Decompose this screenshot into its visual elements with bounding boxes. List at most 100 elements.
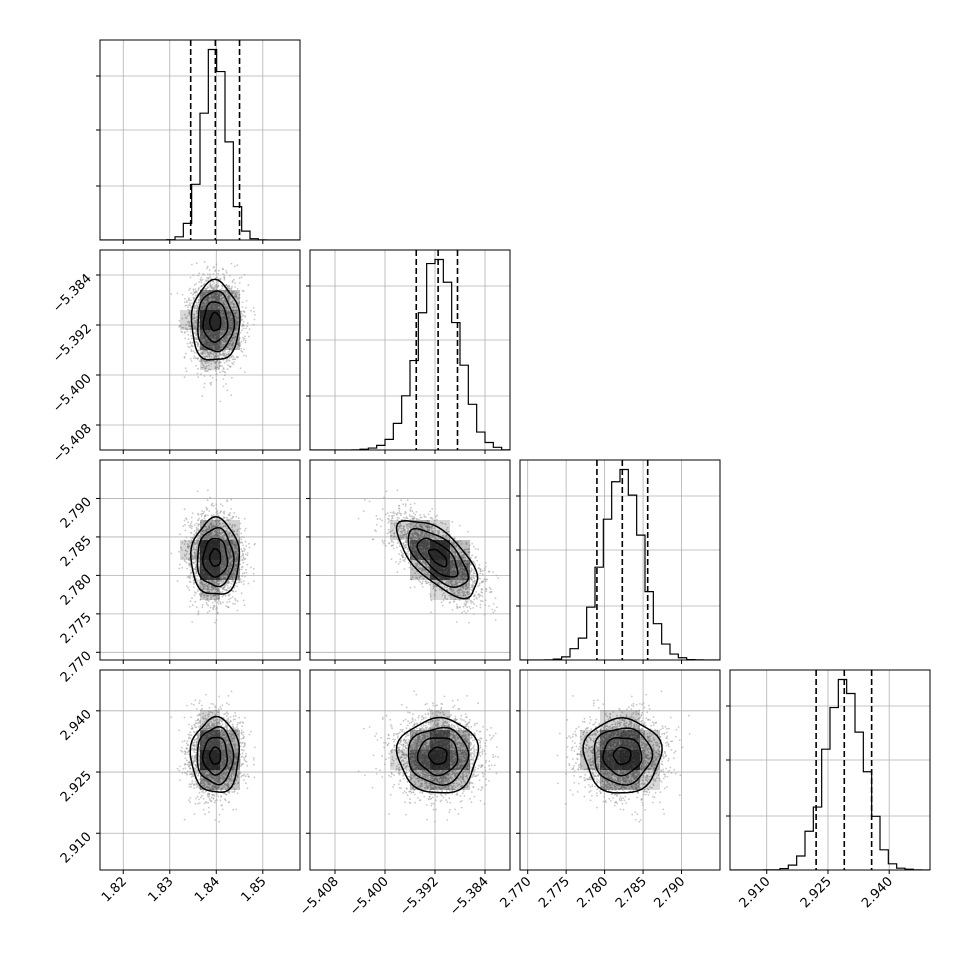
- sample-point: [193, 313, 196, 316]
- sample-point: [198, 330, 201, 332]
- sample-point: [207, 361, 209, 364]
- sample-point: [227, 332, 230, 335]
- histogram-panel-2: [306, 249, 511, 454]
- sample-point: [226, 368, 229, 370]
- sample-point: [190, 360, 193, 362]
- sample-point: [211, 377, 214, 379]
- sample-point: [190, 299, 192, 302]
- sample-point: [185, 370, 188, 373]
- sample-point: [201, 307, 203, 310]
- sample-point: [185, 300, 188, 303]
- sample-point: [203, 517, 206, 520]
- sample-point: [198, 296, 201, 299]
- sample-point: [188, 524, 191, 527]
- sample-point: [196, 343, 199, 346]
- sample-point: [213, 351, 216, 354]
- sample-point: [213, 354, 215, 357]
- sample-point: [213, 266, 216, 268]
- sample-point: [219, 288, 221, 291]
- sample-point: [237, 297, 239, 300]
- sample-point: [184, 298, 186, 300]
- histogram-step: [100, 48, 300, 240]
- sample-point: [199, 294, 202, 296]
- sample-point: [221, 320, 224, 323]
- axes-frame: [99, 249, 301, 451]
- sample-point: [229, 330, 232, 332]
- sample-point: [207, 353, 210, 356]
- y-tick-label: −5.384: [50, 271, 95, 316]
- sample-point: [234, 603, 236, 605]
- sample-point: [199, 285, 202, 288]
- sample-point: [200, 515, 203, 517]
- sample-point: [238, 277, 241, 280]
- sample-point: [242, 320, 245, 323]
- sample-point: [234, 358, 237, 361]
- sample-point: [209, 289, 211, 292]
- sample-point: [201, 606, 204, 608]
- sample-point: [186, 342, 189, 345]
- sample-point: [218, 300, 220, 303]
- sample-point: [189, 565, 192, 568]
- sample-point: [203, 302, 206, 304]
- sample-point: [184, 316, 187, 319]
- sample-point: [181, 317, 184, 320]
- sample-point: [235, 317, 238, 320]
- sample-point: [198, 287, 200, 289]
- sample-point: [252, 323, 255, 326]
- sample-point: [209, 282, 212, 285]
- sample-point: [236, 264, 239, 267]
- sample-point: [221, 339, 223, 341]
- sample-point: [223, 312, 226, 315]
- sample-point: [201, 294, 204, 297]
- sample-point: [199, 599, 202, 601]
- sample-point: [210, 355, 213, 358]
- sample-point: [235, 515, 238, 518]
- sample-point: [219, 353, 222, 356]
- sample-point: [231, 322, 234, 324]
- sample-point: [240, 538, 243, 541]
- sample-point: [222, 352, 224, 354]
- sample-point: [212, 353, 215, 356]
- contour-level-4: [209, 311, 222, 332]
- sample-point: [231, 280, 234, 282]
- contour-level-3: [202, 301, 229, 343]
- sample-point: [217, 603, 220, 605]
- sample-point: [242, 339, 245, 341]
- sample-point: [228, 297, 231, 300]
- sample-point: [201, 362, 204, 365]
- sample-point: [190, 337, 193, 340]
- sample-point: [232, 309, 235, 312]
- sample-point: [246, 322, 249, 325]
- sample-point: [224, 371, 227, 374]
- sample-point: [242, 561, 245, 564]
- sample-point: [199, 532, 202, 535]
- sample-point: [244, 315, 246, 318]
- sample-point: [242, 580, 245, 582]
- sample-point: [192, 350, 195, 352]
- sample-point: [197, 367, 199, 370]
- sample-point: [222, 367, 225, 369]
- sample-point: [222, 385, 225, 388]
- sample-point: [206, 499, 209, 502]
- scatter-panel-2-1: −5.408−5.400−5.392−5.384: [50, 249, 301, 466]
- sample-point: [226, 286, 229, 289]
- sample-point: [203, 356, 205, 358]
- sample-point: [183, 357, 186, 359]
- sample-point: [207, 273, 209, 276]
- sample-point: [230, 355, 233, 358]
- sample-point: [178, 550, 181, 553]
- sample-point: [188, 299, 191, 302]
- sample-point: [230, 319, 233, 322]
- sample-point: [228, 311, 230, 314]
- sample-point: [181, 549, 183, 551]
- sample-point: [191, 604, 194, 607]
- sample-point: [237, 517, 240, 519]
- sample-point: [252, 567, 255, 570]
- sample-point: [195, 364, 198, 367]
- sample-point: [203, 291, 206, 294]
- sample-point: [212, 514, 215, 516]
- sample-point: [253, 580, 255, 582]
- sample-point: [181, 326, 183, 329]
- sample-point: [220, 312, 223, 314]
